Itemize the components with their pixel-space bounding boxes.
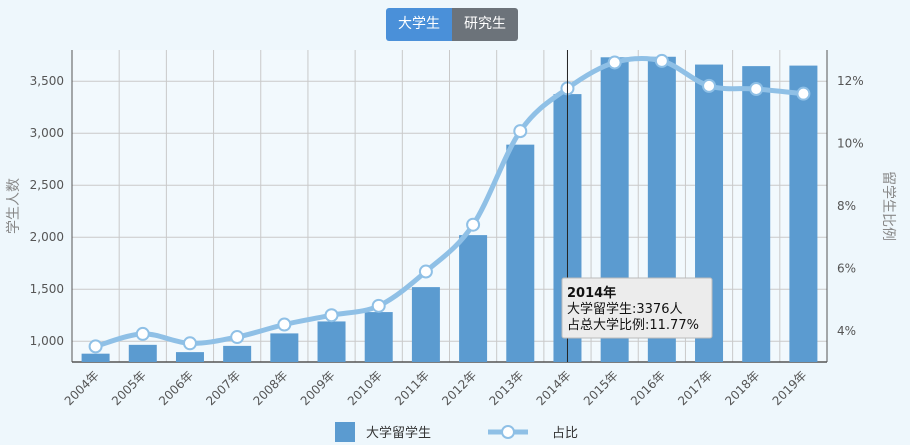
y2-axis-title: 留学生比例	[880, 171, 896, 241]
x-tick-label: 2005年	[109, 368, 149, 408]
x-tick-label: 2006年	[156, 368, 196, 408]
bar	[506, 144, 535, 362]
ratio-line	[94, 55, 804, 349]
x-tick-label: 2007年	[203, 368, 243, 408]
y-tick-label: 1,000	[30, 334, 64, 348]
bar	[223, 345, 252, 362]
line-point	[466, 217, 481, 232]
bar	[270, 333, 299, 362]
line-point	[88, 339, 103, 354]
tooltip-line-ratio: 占总大学比例:11.77%	[567, 317, 699, 333]
x-tick-label: 2015年	[581, 368, 621, 408]
line-point	[607, 55, 622, 70]
x-tick-label: 2008年	[250, 368, 290, 408]
x-tick-label: 2019年	[770, 368, 810, 408]
tab-group: 大学生 研究生	[386, 8, 518, 41]
y2-tick-label: 10%	[837, 137, 864, 151]
line-point	[513, 124, 528, 139]
legend-line-marker	[501, 425, 515, 439]
bar	[317, 321, 346, 362]
line-point	[135, 326, 150, 341]
tab-undergraduate[interactable]: 大学生	[386, 8, 452, 41]
x-tick-label: 2018年	[722, 368, 762, 408]
bar	[459, 235, 488, 362]
line-point	[182, 336, 197, 351]
line-point	[749, 82, 764, 96]
tooltip-line-count: 大学留学生:3376人	[567, 301, 682, 317]
y-tick-label: 3,000	[30, 126, 64, 140]
x-tick-label: 2009年	[298, 368, 338, 408]
x-tick-label: 2010年	[345, 368, 385, 408]
x-tick-label: 2014年	[534, 368, 574, 408]
x-tick-label: 2017年	[675, 368, 715, 408]
y-tick-label: 3,500	[30, 74, 64, 88]
line-point	[230, 330, 245, 345]
y-axis-title: 学生人数	[6, 178, 22, 234]
y-tick-label: 1,500	[30, 282, 64, 296]
line-point	[324, 308, 339, 323]
tooltip-box	[561, 277, 713, 339]
bar	[81, 353, 110, 362]
y2-tick-label: 12%	[837, 74, 864, 88]
x-tick-label: 2004年	[62, 368, 102, 408]
line-point	[418, 264, 433, 279]
tab-graduate[interactable]: 研究生	[452, 8, 518, 41]
y-tick-label: 2,500	[30, 178, 64, 192]
bar	[742, 66, 771, 363]
x-tick-label: 2016年	[628, 368, 668, 408]
line-point	[654, 53, 669, 68]
bar	[789, 65, 818, 362]
y-tick-label: 2,000	[30, 230, 64, 244]
bar	[364, 312, 393, 362]
y2-tick-label: 8%	[837, 199, 856, 213]
line-point	[796, 86, 811, 101]
y2-tick-label: 6%	[837, 261, 856, 275]
x-tick-label: 2013年	[486, 368, 526, 408]
y2-tick-label: 4%	[837, 324, 856, 338]
bar	[175, 352, 204, 362]
bar	[411, 287, 440, 362]
x-tick-label: 2012年	[439, 368, 479, 408]
legend-bar-swatch	[335, 422, 355, 442]
line-point	[702, 78, 717, 93]
legend-line-label: 占比	[552, 426, 578, 441]
line-point	[277, 317, 292, 332]
bar	[128, 344, 157, 362]
x-tick-label: 2011年	[392, 368, 432, 408]
legend-bar-label: 大学留学生	[366, 425, 431, 441]
line-point	[371, 298, 386, 313]
tooltip-title: 2014年	[567, 285, 616, 301]
